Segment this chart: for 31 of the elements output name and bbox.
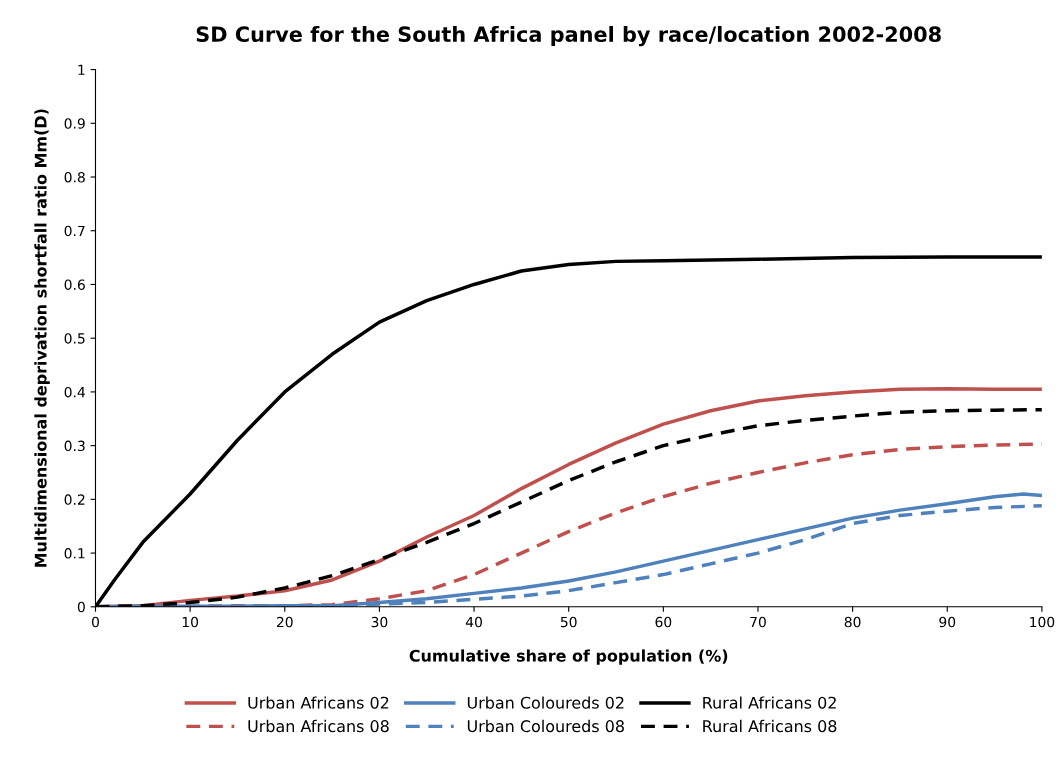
y-tick-label: 0.1 <box>64 548 85 559</box>
legend-label: Rural Africans 08 <box>703 719 837 733</box>
legend-label: Urban Africans 02 <box>248 696 389 709</box>
y-tick-label: 0.9 <box>64 118 85 129</box>
y-tick-label: 0.2 <box>64 494 85 505</box>
x-tick-label: 60 <box>655 616 672 628</box>
x-tick-label: 10 <box>182 616 199 628</box>
x-tick-label: 50 <box>560 616 577 628</box>
y-tick-label: 0.3 <box>64 440 85 452</box>
y-tick-label: 0.5 <box>64 333 85 344</box>
y-tick-label: 0.4 <box>64 386 85 398</box>
x-tick-label: 90 <box>939 616 956 628</box>
y-tick-label: 0.8 <box>64 171 85 183</box>
y-tick-label: 0.7 <box>64 225 85 237</box>
x-tick-label: 100 <box>1030 616 1055 628</box>
legend-label: Rural Africans 02 <box>703 696 836 709</box>
legend-label: Urban Coloureds 02 <box>467 696 624 709</box>
y-tick-label: 1 <box>78 64 85 75</box>
y-tick-label: 0 <box>77 601 85 613</box>
legend-label: Urban Africans 08 <box>248 719 389 733</box>
x-tick-label: 30 <box>371 616 388 628</box>
x-tick-label: 80 <box>844 616 861 628</box>
x-tick-label: 20 <box>276 616 293 628</box>
y-tick-label: 0.6 <box>64 279 85 290</box>
x-tick-label: 0 <box>91 616 99 628</box>
y-axis-title: Multidimensional deprivation shortfall ratio Mm(D) <box>34 109 50 567</box>
legend-label: Urban Coloureds 08 <box>467 719 624 733</box>
x-tick-label: 70 <box>750 616 766 628</box>
x-tick-label: 40 <box>465 616 482 628</box>
chart-title: SD Curve for the South Africa panel by race/location 2002-2008 <box>196 25 941 47</box>
x-axis-title: Cumulative share of population (%) <box>409 649 728 665</box>
